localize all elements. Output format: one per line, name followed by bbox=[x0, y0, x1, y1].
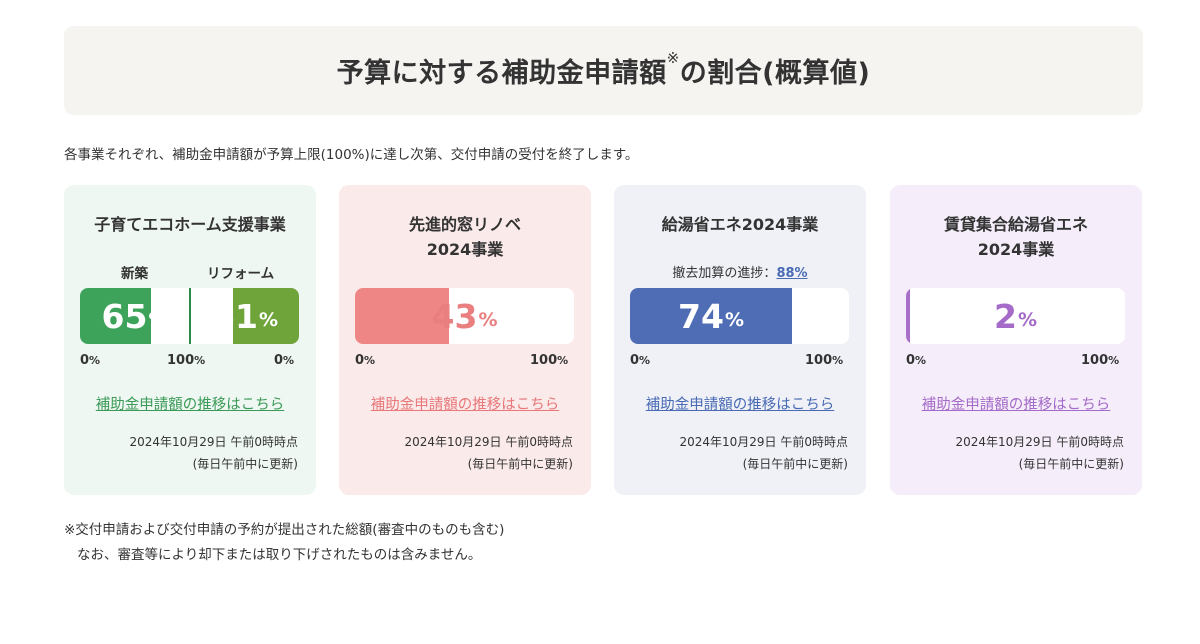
card-title: 子育てエコホーム支援事業 bbox=[94, 215, 286, 234]
update-date: 2024年10月29日 午前0時時点 (毎日午前中に更新) bbox=[339, 431, 573, 475]
percent-reform: 61% bbox=[191, 288, 299, 344]
percent-value: 65 bbox=[101, 296, 148, 336]
progress-fill bbox=[630, 288, 792, 344]
footnote: ※交付申請および交付申請の予約が提出された総額(審査中のものも含む) なお、審査… bbox=[64, 518, 504, 568]
percent: 2% bbox=[906, 288, 1125, 344]
percent-value: 61 bbox=[212, 296, 258, 336]
percent: 74% bbox=[630, 288, 792, 344]
update-note: (毎日午前中に更新) bbox=[742, 457, 848, 471]
footnote-line1: ※交付申請および交付申請の予約が提出された総額(審査中のものも含む) bbox=[64, 522, 505, 538]
progress-track: 2% bbox=[906, 288, 1125, 344]
date-text: 2024年10月29日 午前0時時点 bbox=[679, 435, 848, 449]
history-link[interactable]: 補助金申請額の推移はこちら bbox=[95, 397, 285, 413]
percent-value: 74 bbox=[678, 296, 724, 336]
removal-progress-link[interactable]: 88% bbox=[776, 266, 808, 281]
tick-min: 0% bbox=[630, 353, 651, 368]
card-chintai-kyuto: 賃貸集合給湯省エネ 2024事業 2% 0% 100% 補助金申請額の推移はこちら… bbox=[890, 185, 1142, 495]
page-title-main: 予算に対する補助金申請額 bbox=[336, 58, 667, 89]
percent-value: 2 bbox=[993, 296, 1017, 336]
percent-unit: % bbox=[148, 309, 168, 331]
percent-value: 43 bbox=[431, 296, 478, 336]
update-note: (毎日午前中に更新) bbox=[192, 457, 298, 471]
bar-label-reform: リフォーム bbox=[207, 266, 275, 282]
intro-text: 各事業それぞれ、補助金申請額が予算上限(100%)に達し次第、交付申請の受付を終… bbox=[64, 147, 639, 163]
tick-max: 100% bbox=[1081, 353, 1120, 368]
progress-track: 74% bbox=[630, 288, 849, 344]
history-link[interactable]: 補助金申請額の推移はこちら bbox=[645, 397, 835, 413]
page-title-suffix: の割合(概算値) bbox=[679, 58, 871, 89]
percent: 43% bbox=[355, 288, 574, 344]
progress-fill-reform bbox=[233, 288, 299, 344]
card-kyuto-shoene: 給湯省エネ2024事業 撤去加算の進捗：88% 74% 0% 100% 補助金申… bbox=[614, 185, 866, 495]
tick-min: 0% bbox=[906, 353, 927, 368]
tick-min: 0% bbox=[80, 353, 101, 368]
page-title: 予算に対する補助金申請額※の割合(概算値) bbox=[336, 49, 871, 90]
card-title-line1: 先進的窓リノベ bbox=[408, 215, 521, 234]
card-kosodate: 子育てエコホーム支援事業 新築 リフォーム 65% 61% 0% 100% 0%… bbox=[64, 185, 316, 495]
tick-max: 100% bbox=[167, 353, 206, 368]
date-text: 2024年10月29日 午前0時時点 bbox=[129, 435, 298, 449]
progress-track: 43% bbox=[355, 288, 574, 344]
progress-fill-shinchiku bbox=[80, 288, 151, 344]
update-date: 2024年10月29日 午前0時時点 (毎日午前中に更新) bbox=[614, 431, 848, 475]
tick-min: 0% bbox=[355, 353, 376, 368]
tick-max: 100% bbox=[805, 353, 844, 368]
history-link[interactable]: 補助金申請額の推移はこちら bbox=[370, 397, 560, 413]
progress-fill bbox=[355, 288, 449, 344]
update-note: (毎日午前中に更新) bbox=[1018, 457, 1124, 471]
card-title-line1: 賃貸集合給湯省エネ bbox=[943, 215, 1088, 234]
update-note: (毎日午前中に更新) bbox=[467, 457, 573, 471]
card-title: 給湯省エネ2024事業 bbox=[661, 215, 819, 234]
card-title-line2: 2024事業 bbox=[426, 240, 504, 259]
page-title-mark: ※ bbox=[666, 49, 680, 67]
card-title-line2: 2024事業 bbox=[977, 240, 1055, 259]
update-date: 2024年10月29日 午前0時時点 (毎日午前中に更新) bbox=[64, 431, 298, 475]
percent-unit: % bbox=[258, 309, 278, 331]
percent-unit: % bbox=[478, 309, 498, 331]
date-text: 2024年10月29日 午前0時時点 bbox=[404, 435, 573, 449]
card-title: 賃貸集合給湯省エネ 2024事業 bbox=[890, 212, 1142, 262]
percent-unit: % bbox=[724, 309, 744, 331]
bar-divider bbox=[189, 288, 191, 344]
update-date: 2024年10月29日 午前0時時点 (毎日午前中に更新) bbox=[890, 431, 1124, 475]
page-title-box: 予算に対する補助金申請額※の割合(概算値) bbox=[64, 26, 1143, 115]
card-mado-renobe: 先進的窓リノベ 2024事業 43% 0% 100% 補助金申請額の推移はこちら … bbox=[339, 185, 591, 495]
percent-unit: % bbox=[1017, 309, 1037, 331]
tick-min-reform: 0% bbox=[274, 353, 295, 368]
footnote-line2: なお、審査等により却下または取り下げされたものは含みません。 bbox=[77, 547, 482, 563]
progress-fill bbox=[906, 288, 910, 344]
bar-label-shinchiku: 新築 bbox=[121, 266, 148, 282]
card-title: 先進的窓リノベ 2024事業 bbox=[339, 212, 591, 262]
removal-progress-label: 撤去加算の進捗： bbox=[672, 266, 777, 281]
removal-progress: 撤去加算の進捗：88% bbox=[614, 262, 866, 281]
date-text: 2024年10月29日 午前0時時点 bbox=[955, 435, 1124, 449]
percent-shinchiku: 65% bbox=[80, 288, 189, 344]
history-link[interactable]: 補助金申請額の推移はこちら bbox=[921, 397, 1111, 413]
tick-max: 100% bbox=[530, 353, 569, 368]
